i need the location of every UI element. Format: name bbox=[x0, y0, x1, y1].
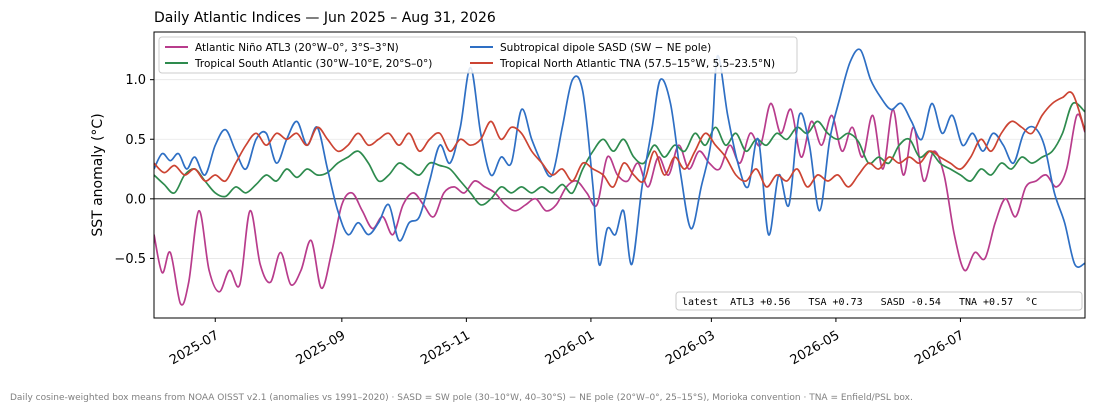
x-tick-label: 2026-01 bbox=[543, 328, 598, 368]
y-axis: −0.5 0.0 0.5 1.0 bbox=[114, 73, 154, 267]
gridlines bbox=[154, 79, 1085, 259]
series-group bbox=[154, 48, 1085, 306]
legend-label-1: Atlantic Niño ATL3 (20°W–0°, 3°S–3°N) bbox=[195, 42, 399, 54]
legend-label-3: Subtropical dipole SASD (SW − NE pole) bbox=[500, 42, 711, 54]
legend-box bbox=[158, 36, 798, 74]
x-tick-label: 2026-03 bbox=[663, 328, 718, 368]
y-tick-label: −0.5 bbox=[114, 252, 146, 267]
x-tick-label: 2025-07 bbox=[167, 328, 222, 368]
series-line-3 bbox=[154, 48, 1085, 268]
footnote: Daily cosine-weighted box means from NOA… bbox=[10, 393, 913, 403]
legend-label-2: Tropical South Atlantic (30°W–10°E, 20°S… bbox=[194, 58, 432, 70]
latest-values-text: latest ATL3 +0.56 TSA +0.73 SASD -0.54 T… bbox=[682, 297, 1037, 308]
series-line-2 bbox=[154, 101, 1085, 206]
x-tick-label: 2026-07 bbox=[912, 328, 967, 368]
chart-title: Daily Atlantic Indices — Jun 2025 – Aug … bbox=[154, 10, 496, 26]
legend: Atlantic Niño ATL3 (20°W–0°, 3°S–3°N) Tro… bbox=[158, 36, 798, 74]
y-tick-label: 0.0 bbox=[125, 192, 146, 207]
series-line-1 bbox=[154, 102, 1085, 306]
legend-label-4: Tropical North Atlantic TNA (57.5–15°W, … bbox=[499, 58, 775, 70]
x-tick-label: 2025-09 bbox=[294, 328, 349, 368]
x-axis: 2025-07 2025-09 2025-11 2026-01 2026-03 2026-… bbox=[167, 318, 967, 368]
y-axis-label: SST anomaly (°C) bbox=[90, 113, 106, 236]
y-tick-label: 1.0 bbox=[125, 73, 146, 88]
x-tick-label: 2026-05 bbox=[788, 328, 843, 368]
x-tick-label: 2025-11 bbox=[418, 328, 473, 368]
plot-frame bbox=[153, 31, 1086, 319]
y-tick-label: 0.5 bbox=[125, 133, 146, 148]
latest-values-annotation: latest ATL3 +0.56 TSA +0.73 SASD -0.54 T… bbox=[675, 291, 1083, 311]
series-line-4 bbox=[154, 91, 1085, 188]
